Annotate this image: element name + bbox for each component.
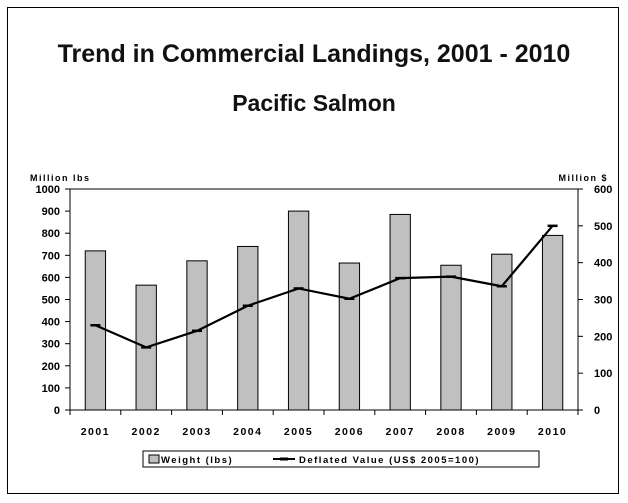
- bar: [389, 213, 411, 411]
- bar: [440, 264, 462, 411]
- x-tick-label: 2010: [538, 426, 567, 438]
- y-right-tick-label: 600: [594, 184, 612, 196]
- y-left-tick-label: 800: [42, 228, 60, 240]
- y-left-axis-label: Million lbs: [30, 173, 91, 183]
- y-right-tick-label: 400: [594, 258, 612, 270]
- y-left-tick-label: 600: [42, 272, 60, 284]
- x-tick-label: 2005: [284, 426, 313, 438]
- bar: [491, 253, 513, 411]
- y-left-tick-label: 100: [42, 383, 60, 395]
- y-right-tick-label: 500: [594, 221, 612, 233]
- legend-label-weight: Weight (lbs): [161, 455, 233, 466]
- bar: [338, 262, 361, 411]
- value-line: [94, 225, 554, 349]
- x-tick-label: 2008: [436, 426, 465, 438]
- x-tick-label: 2003: [182, 426, 211, 438]
- bar: [541, 234, 564, 411]
- y-right-axis-label: Million $: [559, 173, 609, 183]
- bar: [237, 245, 259, 411]
- legend-bar-swatch: [148, 454, 160, 464]
- y-right-tick-label: 0: [594, 405, 600, 417]
- y-left-tick-label: 400: [42, 317, 60, 329]
- bar: [84, 250, 107, 411]
- y-left-tick-label: 0: [54, 405, 60, 417]
- y-left-tick-label: 700: [42, 250, 60, 262]
- y-right-tick-label: 300: [594, 295, 612, 307]
- x-tick-label: 2006: [335, 426, 364, 438]
- x-tick-label: 2007: [386, 426, 415, 438]
- legend-label-value: Deflated Value (US$ 2005=100): [299, 455, 480, 466]
- legend-box: [142, 450, 540, 468]
- x-tick-label: 2001: [81, 426, 110, 438]
- y-left-tick-label: 500: [42, 295, 60, 307]
- y-left-tick-label: 1000: [36, 184, 60, 196]
- y-left-tick-label: 900: [42, 206, 60, 218]
- chart-title: Trend in Commercial Landings, 2001 - 201…: [57, 40, 571, 68]
- x-tick-label: 2009: [487, 426, 516, 438]
- chart-subtitle: Pacific Salmon: [232, 90, 396, 116]
- bar: [186, 260, 208, 411]
- y-left-tick-label: 200: [42, 361, 60, 373]
- chart-frame: [7, 7, 619, 494]
- y-right-tick-label: 200: [594, 331, 612, 343]
- y-right-tick-label: 100: [594, 368, 612, 380]
- x-tick-label: 2002: [132, 426, 161, 438]
- bar: [287, 210, 310, 411]
- y-left-tick-label: 300: [42, 339, 60, 351]
- x-tick-label: 2004: [233, 426, 262, 438]
